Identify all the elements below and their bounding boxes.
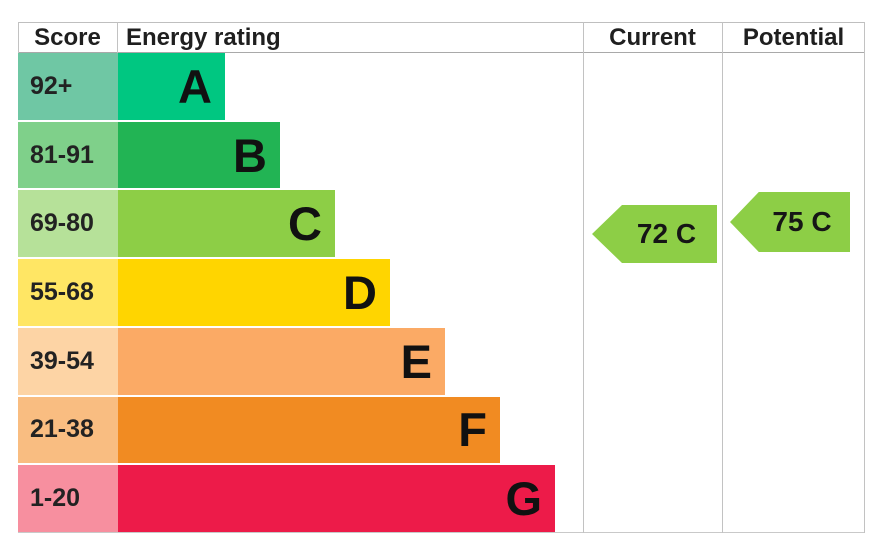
score-column-header: Score — [34, 23, 101, 51]
table-right-border — [864, 22, 865, 533]
potential-column-header: Potential — [742, 23, 845, 51]
epc-table: Score Energy rating Current Potential 92… — [18, 22, 865, 533]
band-row-c: 69-80 C — [18, 190, 583, 258]
band-rows: 92+ A 81-91 B 69-80 C 55-68 D 39-54 E 21… — [18, 53, 583, 533]
band-row-f: 21-38 F — [18, 396, 583, 464]
rating-bar: A — [118, 53, 225, 120]
current-rating-arrow: 72 C — [592, 205, 717, 263]
rating-bar: G — [118, 465, 555, 533]
rating-bar: F — [118, 396, 500, 464]
score-cell: 21-38 — [18, 396, 118, 464]
score-cell: 92+ — [18, 53, 118, 120]
potential-column-divider — [722, 22, 723, 533]
score-cell: 1-20 — [18, 465, 118, 533]
rating-bar: C — [118, 190, 335, 258]
score-cell: 39-54 — [18, 327, 118, 395]
band-row-e: 39-54 E — [18, 327, 583, 395]
current-column-divider — [583, 22, 584, 533]
score-column-divider — [117, 22, 118, 53]
table-bottom-border — [18, 532, 865, 533]
header-left-border — [18, 22, 19, 53]
band-row-g: 1-20 G — [18, 465, 583, 533]
rating-bar: E — [118, 327, 445, 395]
header-row: Score Energy rating Current Potential — [18, 23, 865, 52]
score-cell: 69-80 — [18, 190, 118, 258]
table-top-border — [18, 22, 865, 23]
score-cell: 55-68 — [18, 259, 118, 326]
band-row-b: 81-91 B — [18, 121, 583, 189]
rating-bar: B — [118, 121, 280, 189]
band-row-a: 92+ A — [18, 53, 583, 120]
rating-bar: D — [118, 259, 390, 326]
score-cell: 81-91 — [18, 121, 118, 189]
potential-rating-arrow: 75 C — [730, 192, 850, 252]
current-column-header: Current — [609, 23, 696, 51]
energy-rating-column-header: Energy rating — [126, 23, 281, 51]
header-bottom-border — [18, 52, 865, 53]
band-row-d: 55-68 D — [18, 259, 583, 326]
